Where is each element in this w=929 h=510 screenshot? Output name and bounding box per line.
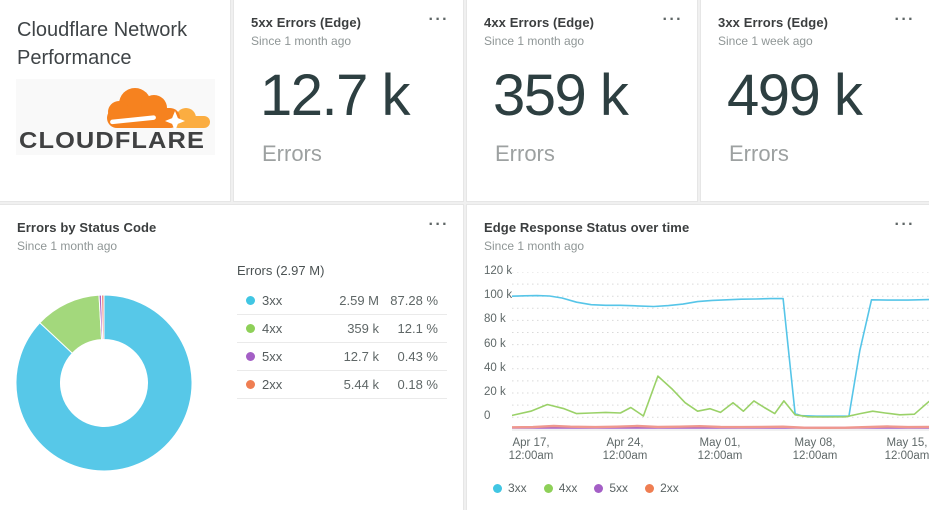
ellipsis-menu-icon[interactable]: ··· [428,11,449,28]
legend-item-3xx[interactable]: 3xx [493,481,527,495]
legend-table-header: Errors (2.97 M) [237,263,325,278]
card-title: 3xx Errors (Edge) [718,15,829,30]
legend-row-4xx[interactable]: 4xx 359 k 12.1 % [237,315,447,343]
x-tick-label: May 01, 12:00am [697,437,743,462]
series-percent: 0.43 % [397,349,438,364]
ellipsis-menu-icon[interactable]: ··· [662,11,683,28]
cloudflare-logo: CLOUDFLARE [16,79,215,155]
billboard-unit: Errors [729,141,789,166]
legend-item-2xx[interactable]: 2xx [645,481,679,495]
cloudflare-cloud-icon [107,88,210,131]
y-tick-label: 20 k [484,386,506,398]
brand-card: Cloudflare Network Performance CLOUDFLAR… [0,0,230,201]
card-subtitle: Since 1 week ago [718,34,813,48]
x-tick-label: Apr 24, 12:00am [602,437,648,462]
legend-item-5xx[interactable]: 5xx [594,481,628,495]
donut-chart [15,294,193,472]
series-dot-3xx [246,296,255,305]
y-tick-label: 40 k [484,362,506,374]
billboard-card-4xx-errors: 4xx Errors (Edge) Since 1 month ago ··· … [467,0,697,201]
series-percent: 12.1 % [397,321,438,336]
legend-label: 2xx [660,481,679,495]
card-subtitle: Since 1 month ago [17,239,118,253]
legend-label: 5xx [609,481,629,495]
series-dot-2xx [246,380,255,389]
series-value: 2.59 M [339,293,379,308]
card-title: 5xx Errors (Edge) [251,15,362,30]
card-title: 4xx Errors (Edge) [484,15,595,30]
series-percent: 87.28 % [390,293,438,308]
series-label: 4xx [262,321,283,336]
legend-dot-2xx [645,483,655,493]
line-series-3xx[interactable] [512,294,929,417]
x-tick-label: Apr 17, 12:00am [508,437,554,462]
series-value: 5.44 k [343,377,379,392]
ellipsis-menu-icon[interactable]: ··· [428,216,449,233]
card-subtitle: Since 1 month ago [251,34,352,48]
legend-dot-5xx [594,483,604,493]
y-tick-label: 100 k [484,289,513,301]
legend-item-4xx[interactable]: 4xx [543,481,578,495]
legend-dot-3xx [493,483,502,493]
billboard-card-5xx-errors: 5xx Errors (Edge) Since 1 month ago ··· … [234,0,463,201]
donut-legend-table: Errors (2.97 M) 3xx 2.59 M 87.28 % 4xx 359 k… [237,263,447,399]
line-series-4xx[interactable] [512,375,929,418]
legend-row-3xx[interactable]: 3xx 2.59 M 87.28 % [237,287,447,315]
legend-row-5xx[interactable]: 5xx 12.7 k 0.43 % [237,343,447,371]
series-label: 2xx [262,377,283,392]
edge-response-status-card: Edge Response Status over time Since 1 m… [467,205,929,510]
donut-legend-rows: 3xx 2.59 M 87.28 % 4xx 359 k 12.1 % 5xx 12.7 k 0… [237,287,447,399]
billboard-card-3xx-errors: 3xx Errors (Edge) Since 1 week ago ··· 4… [701,0,929,201]
series-value: 359 k [347,321,379,336]
card-title: Edge Response Status over time [484,220,690,235]
ellipsis-menu-icon[interactable]: ··· [894,11,915,28]
legend-label: 3xx [508,481,527,495]
series-label: 3xx [262,293,283,308]
billboard-value: 359 k [493,63,629,128]
errors-by-status-code-card: Errors by Status Code Since 1 month ago … [0,205,463,510]
series-percent: 0.18 % [397,377,438,392]
y-tick-label: 60 k [484,338,506,350]
card-subtitle: Since 1 month ago [484,34,585,48]
series-value: 12.7 k [343,349,379,364]
legend-dot-4xx [543,483,553,493]
line-chart-legend: 3xx 4xx 5xx 2xx [493,481,696,495]
y-tick-label: 120 k [484,265,513,277]
y-tick-label: 80 k [484,313,506,325]
cloudflare-logo-graphic: CLOUDFLARE [19,88,210,153]
ellipsis-menu-icon[interactable]: ··· [894,216,915,233]
cloudflare-wordmark: CLOUDFLARE [19,127,205,153]
billboard-unit: Errors [262,141,322,166]
donut-slice-3xx[interactable] [15,294,193,472]
donut-slice-2xx[interactable] [100,294,105,341]
x-tick-label: May 15, 12:00am [884,437,929,462]
series-dot-4xx [246,324,255,333]
legend-row-2xx[interactable]: 2xx 5.44 k 0.18 % [237,371,447,399]
legend-label: 4xx [558,481,578,495]
billboard-unit: Errors [495,141,555,166]
card-title: Errors by Status Code [17,220,157,235]
card-subtitle: Since 1 month ago [484,239,585,253]
billboard-value: 499 k [727,63,863,128]
line-chart [512,272,929,431]
dashboard-title: Cloudflare Network Performance [17,19,188,69]
y-tick-label: 0 [484,410,491,422]
line-series-2xx[interactable] [512,424,929,430]
series-label: 5xx [262,349,283,364]
x-tick-label: May 08, 12:00am [792,437,838,462]
billboard-value: 12.7 k [260,63,411,128]
series-dot-5xx [246,352,255,361]
